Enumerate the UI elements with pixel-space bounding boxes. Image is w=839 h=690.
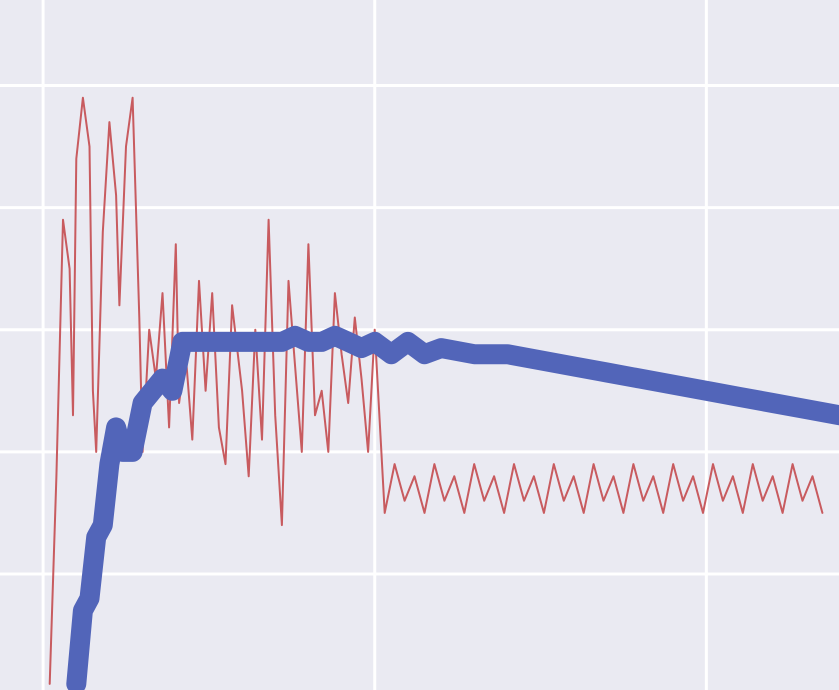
smoothed-series-line bbox=[66, 325, 839, 690]
raw-series-line bbox=[48, 96, 824, 685]
series-layer bbox=[48, 96, 839, 690]
